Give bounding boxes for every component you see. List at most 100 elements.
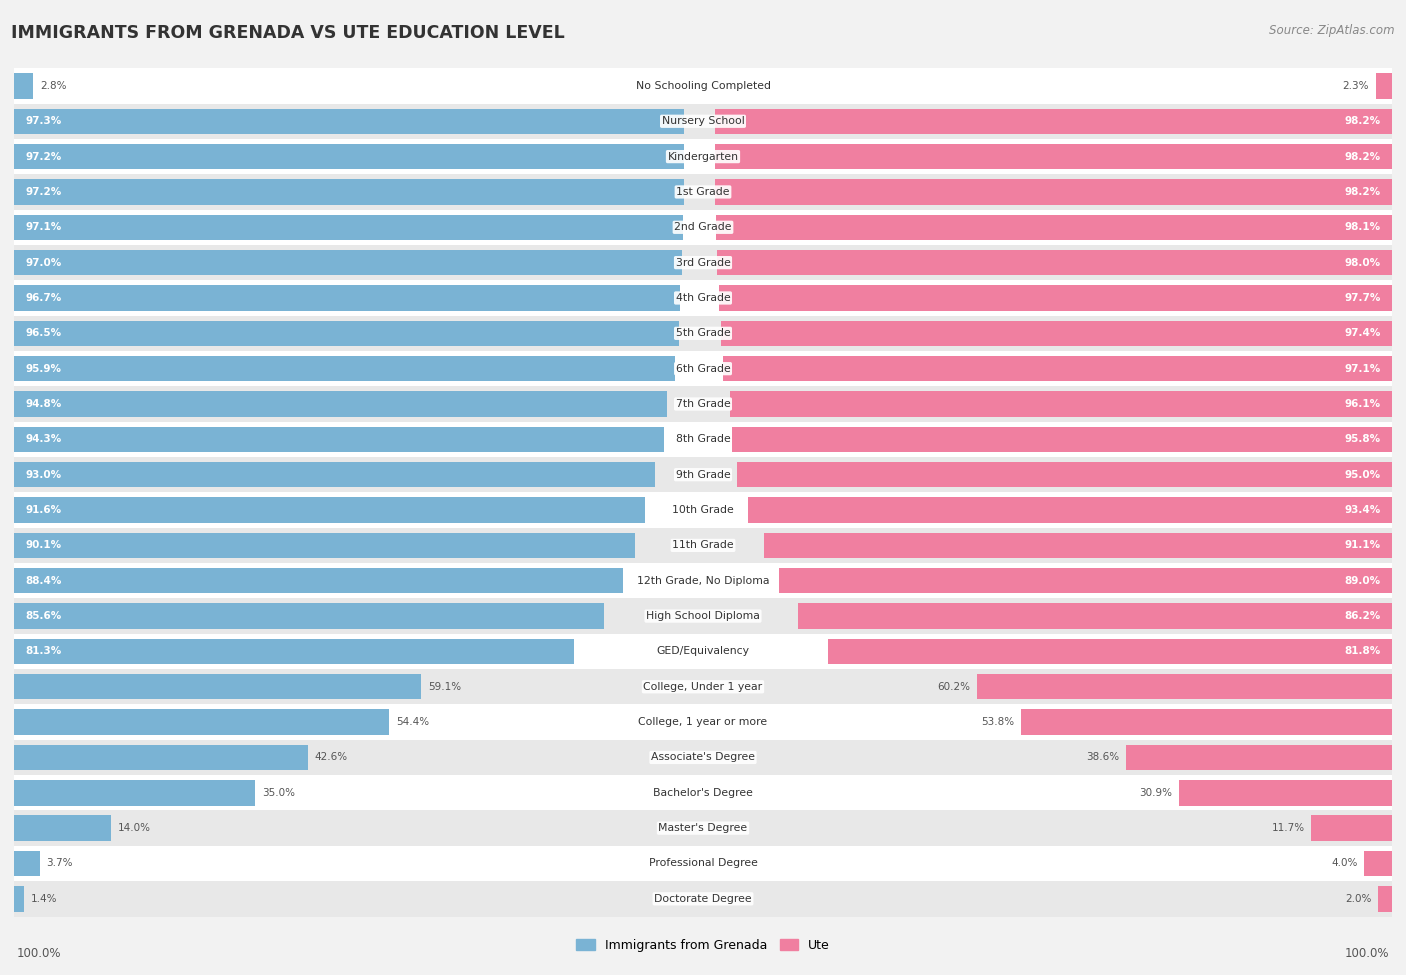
Bar [716, 108, 1392, 134]
Text: 53.8%: 53.8% [981, 717, 1014, 727]
Bar [14, 669, 1392, 704]
Bar [14, 634, 1392, 669]
Text: 100.0%: 100.0% [17, 947, 62, 960]
Bar [1364, 851, 1392, 877]
Bar [1376, 73, 1392, 98]
Text: 6th Grade: 6th Grade [676, 364, 730, 373]
Bar [738, 462, 1392, 488]
Bar [14, 527, 1392, 564]
Bar [14, 281, 1392, 316]
Text: 4.0%: 4.0% [1331, 858, 1358, 869]
Bar [1126, 745, 1392, 770]
Bar [14, 144, 683, 170]
Text: 88.4%: 88.4% [25, 575, 62, 586]
Text: 8th Grade: 8th Grade [676, 434, 730, 445]
Bar [765, 532, 1392, 558]
Bar [14, 73, 34, 98]
Bar [14, 599, 1392, 634]
Text: 90.1%: 90.1% [25, 540, 62, 551]
Text: 2.3%: 2.3% [1343, 81, 1369, 91]
Bar [14, 210, 1392, 245]
Legend: Immigrants from Grenada, Ute: Immigrants from Grenada, Ute [571, 934, 835, 956]
Text: 93.4%: 93.4% [1344, 505, 1381, 515]
Bar [14, 881, 1392, 916]
Text: 81.3%: 81.3% [25, 646, 62, 656]
Bar [716, 179, 1392, 205]
Text: 4th Grade: 4th Grade [676, 292, 730, 303]
Bar [14, 68, 1392, 103]
Text: 1.4%: 1.4% [31, 894, 58, 904]
Text: 97.1%: 97.1% [25, 222, 62, 232]
Text: 2nd Grade: 2nd Grade [675, 222, 731, 232]
Text: College, 1 year or more: College, 1 year or more [638, 717, 768, 727]
Bar [730, 391, 1392, 416]
Text: Associate's Degree: Associate's Degree [651, 753, 755, 762]
Text: 42.6%: 42.6% [315, 753, 347, 762]
Text: Nursery School: Nursery School [662, 116, 744, 127]
Bar [1312, 815, 1392, 840]
Bar [14, 108, 685, 134]
Bar [14, 175, 1392, 210]
Text: 98.0%: 98.0% [1344, 257, 1381, 268]
Text: 7th Grade: 7th Grade [676, 399, 730, 410]
Text: 91.1%: 91.1% [1344, 540, 1381, 551]
Text: 11th Grade: 11th Grade [672, 540, 734, 551]
Text: 95.0%: 95.0% [1344, 470, 1381, 480]
Bar [14, 286, 681, 311]
Text: 35.0%: 35.0% [262, 788, 295, 798]
Bar [828, 639, 1392, 664]
Bar [14, 604, 603, 629]
Text: 3rd Grade: 3rd Grade [675, 257, 731, 268]
Text: 100.0%: 100.0% [1344, 947, 1389, 960]
Bar [716, 214, 1392, 240]
Text: 11.7%: 11.7% [1271, 823, 1305, 834]
Bar [14, 886, 24, 912]
Text: 14.0%: 14.0% [118, 823, 150, 834]
Bar [14, 492, 1392, 527]
Bar [14, 421, 1392, 457]
Text: 91.6%: 91.6% [25, 505, 62, 515]
Bar [1021, 710, 1392, 735]
Text: 5th Grade: 5th Grade [676, 329, 730, 338]
Text: 97.4%: 97.4% [1344, 329, 1381, 338]
Text: 3.7%: 3.7% [46, 858, 73, 869]
Bar [14, 851, 39, 877]
Text: 98.2%: 98.2% [1344, 187, 1381, 197]
Bar [799, 604, 1392, 629]
Bar [14, 568, 623, 594]
Bar [14, 462, 655, 488]
Text: 96.5%: 96.5% [25, 329, 62, 338]
Text: Source: ZipAtlas.com: Source: ZipAtlas.com [1270, 24, 1395, 37]
Text: 1st Grade: 1st Grade [676, 187, 730, 197]
Bar [14, 386, 1392, 421]
Bar [14, 427, 664, 452]
Bar [14, 250, 682, 275]
Text: 96.1%: 96.1% [1344, 399, 1381, 410]
Text: 59.1%: 59.1% [427, 682, 461, 692]
Text: No Schooling Completed: No Schooling Completed [636, 81, 770, 91]
Bar [14, 745, 308, 770]
Text: High School Diploma: High School Diploma [647, 611, 759, 621]
Bar [14, 532, 634, 558]
Bar [14, 316, 1392, 351]
Text: 54.4%: 54.4% [395, 717, 429, 727]
Text: Professional Degree: Professional Degree [648, 858, 758, 869]
Text: IMMIGRANTS FROM GRENADA VS UTE EDUCATION LEVEL: IMMIGRANTS FROM GRENADA VS UTE EDUCATION… [11, 24, 565, 42]
Text: 9th Grade: 9th Grade [676, 470, 730, 480]
Text: 2.0%: 2.0% [1346, 894, 1371, 904]
Bar [977, 674, 1392, 699]
Text: 95.9%: 95.9% [25, 364, 60, 373]
Bar [14, 674, 422, 699]
Text: 10th Grade: 10th Grade [672, 505, 734, 515]
Bar [723, 356, 1392, 381]
Text: 94.3%: 94.3% [25, 434, 62, 445]
Text: 98.2%: 98.2% [1344, 151, 1381, 162]
Text: 93.0%: 93.0% [25, 470, 62, 480]
Text: 97.7%: 97.7% [1344, 292, 1381, 303]
Bar [718, 286, 1392, 311]
Bar [14, 846, 1392, 881]
Text: Doctorate Degree: Doctorate Degree [654, 894, 752, 904]
Bar [14, 457, 1392, 492]
Text: Bachelor's Degree: Bachelor's Degree [652, 788, 754, 798]
Text: 86.2%: 86.2% [1344, 611, 1381, 621]
